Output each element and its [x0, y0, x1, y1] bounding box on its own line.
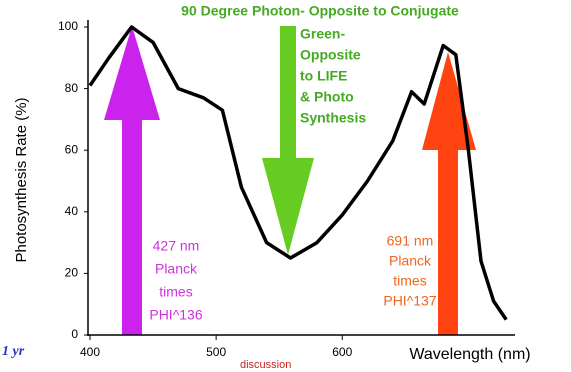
footer-link[interactable]: discussion [240, 359, 291, 371]
annotation-line: to LIFE [300, 68, 347, 84]
purple-arrow [104, 26, 160, 335]
annotation-line: 691 nm [387, 233, 434, 249]
y-tick-label: 0 [71, 327, 78, 341]
y-tick-label: 20 [65, 266, 79, 280]
y-tick-label: 80 [65, 81, 79, 95]
annotation-line: Planck [389, 253, 432, 269]
y-tick-label: 60 [65, 142, 79, 156]
annotation-line: PHI^136 [149, 307, 202, 323]
x-tick-label: 500 [206, 345, 226, 359]
annotation-line: Synthesis [300, 110, 366, 126]
chart-title: 90 Degree Photon- Opposite to Conjugate [181, 3, 459, 19]
x-tick-label: 600 [332, 345, 352, 359]
x-tick-label: 400 [80, 345, 100, 359]
photosynthesis-curve [88, 25, 508, 321]
x-axis-label: Wavelength (nm) [409, 346, 530, 363]
y-tick-label: 40 [65, 204, 79, 218]
annotation-line: PHI^137 [383, 293, 436, 309]
annotation-line: Green- [300, 26, 345, 42]
annotation-line: times [159, 284, 192, 300]
annotation-line: 427 nm [153, 238, 200, 254]
annotation-line: & Photo [300, 89, 354, 105]
y-tick-label: 100 [58, 19, 78, 33]
annotation-line: times [393, 273, 426, 289]
annotation-line: Planck [155, 261, 198, 277]
orange-arrow [422, 52, 476, 335]
footer-age: 1 yr [2, 344, 25, 359]
green-arrow [262, 26, 314, 255]
annotation-line: Opposite [300, 47, 361, 63]
y-axis-label: Photosynthesis Rate (%) [13, 97, 30, 262]
